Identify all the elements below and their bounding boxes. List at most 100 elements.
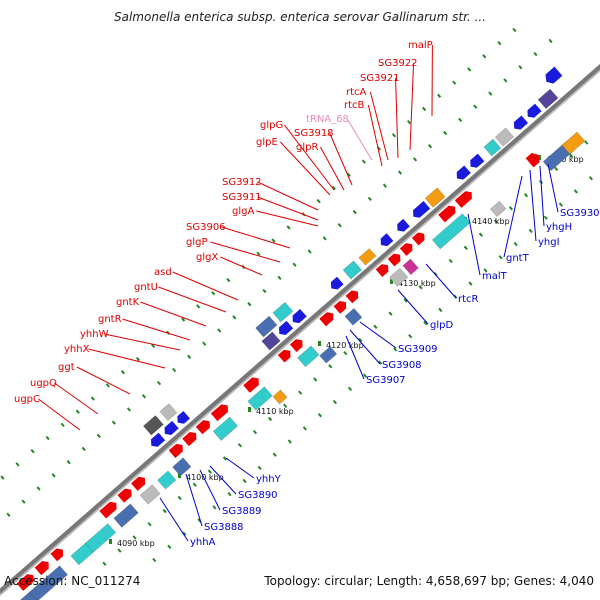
reverse-label-leader xyxy=(209,465,237,495)
accession-text: Accession: NC_011274 xyxy=(4,574,141,588)
gene-feature xyxy=(330,276,344,290)
forward-gene-arrow xyxy=(438,205,456,223)
gene-feature xyxy=(113,503,139,528)
reverse-gene-label: SG3930 xyxy=(560,208,600,219)
tick-mark xyxy=(66,459,71,465)
tick-mark xyxy=(222,456,227,461)
gene-block xyxy=(389,267,409,287)
forward-gene-label: SG3912 xyxy=(222,177,262,188)
forward-label-leader xyxy=(38,398,81,431)
forward-gene-arrow xyxy=(99,501,117,519)
gene-feature xyxy=(168,443,183,458)
reverse-gene-arrow xyxy=(292,308,307,324)
tick-mark xyxy=(352,209,357,215)
forward-gene-label: SG3911 xyxy=(222,192,262,203)
feature-layer xyxy=(6,66,586,600)
forward-gene-label: glpG xyxy=(260,120,283,131)
gene-feature xyxy=(438,205,456,223)
tick-mark xyxy=(217,328,222,333)
tick-mark xyxy=(141,394,147,399)
forward-label-leader xyxy=(329,132,353,186)
forward-label-leader xyxy=(409,62,415,151)
forward-gene-arrow xyxy=(345,290,359,304)
gene-feature xyxy=(6,591,38,600)
tick-mark xyxy=(588,176,594,181)
tick-mark xyxy=(242,478,247,484)
tick-mark xyxy=(408,334,413,339)
tick-mark xyxy=(126,407,132,412)
gene-block xyxy=(29,565,68,600)
forward-gene-label: yhhW xyxy=(80,329,109,340)
tick-mark xyxy=(15,462,20,467)
reverse-label-leader xyxy=(225,457,255,479)
forward-gene-arrow xyxy=(182,431,197,447)
tick-mark xyxy=(81,446,86,452)
tick-mark xyxy=(177,495,182,501)
scale-tick xyxy=(109,539,112,544)
reverse-gene-label: gntT xyxy=(506,253,530,264)
forward-gene-arrow xyxy=(16,574,34,591)
tick-mark xyxy=(302,426,307,431)
forward-gene-label: yhhX xyxy=(64,344,90,355)
gene-feature xyxy=(50,548,64,562)
gene-feature xyxy=(525,153,540,168)
tick-mark xyxy=(388,311,393,316)
tick-mark xyxy=(272,452,277,457)
forward-label-leader xyxy=(104,333,181,351)
reverse-gene-arrow xyxy=(279,320,294,335)
tick-mark xyxy=(412,157,418,162)
tick-mark xyxy=(347,386,353,392)
gene-block xyxy=(247,386,273,411)
scale-tick xyxy=(538,155,541,160)
backbone-line xyxy=(0,64,600,594)
gene-feature xyxy=(424,187,446,208)
scale-tick xyxy=(178,473,181,478)
gene-feature xyxy=(545,66,563,84)
gene-feature xyxy=(29,565,68,600)
reverse-gene-arrow xyxy=(456,165,471,180)
scale-tick xyxy=(248,407,251,412)
tick-mark xyxy=(132,535,137,540)
tick-mark xyxy=(207,469,212,474)
tick-mark xyxy=(397,170,403,175)
gene-block xyxy=(483,138,502,157)
tick-mark xyxy=(406,119,412,125)
tick-mark xyxy=(482,54,487,59)
reverse-label-leader xyxy=(159,497,189,542)
tick-mark xyxy=(403,298,408,303)
gene-block xyxy=(261,331,281,351)
tick-mark xyxy=(473,104,478,109)
tick-mark xyxy=(75,409,80,414)
reverse-label-leader xyxy=(425,263,457,299)
forward-gene-label: ggt xyxy=(58,362,75,373)
reverse-gene-arrow xyxy=(151,432,166,447)
gene-block xyxy=(424,187,446,208)
tick-mark xyxy=(437,93,442,98)
tick-mark xyxy=(363,373,368,378)
gene-feature xyxy=(431,213,471,250)
tick-mark xyxy=(373,324,378,329)
scale-label: 4130 kbp xyxy=(398,279,436,288)
tick-mark xyxy=(543,215,548,220)
gene-feature xyxy=(272,301,294,323)
gene-feature xyxy=(513,115,529,130)
tick-mark xyxy=(307,249,312,254)
forward-gene-arrow xyxy=(454,191,472,208)
tick-mark xyxy=(102,561,107,566)
gene-feature xyxy=(411,232,425,246)
tick-mark xyxy=(328,364,333,369)
gene-block xyxy=(358,248,377,266)
tick-mark xyxy=(152,557,157,563)
forward-label-leader xyxy=(210,241,281,263)
tick-mark xyxy=(448,258,453,264)
tick-mark xyxy=(393,347,398,352)
reverse-gene-arrow xyxy=(164,420,179,435)
forward-gene-arrow xyxy=(411,232,425,246)
gene-feature xyxy=(490,200,507,217)
gene-feature xyxy=(159,403,178,421)
tick-mark xyxy=(498,255,503,260)
gene-feature xyxy=(319,312,334,327)
forward-label-leader xyxy=(257,181,319,211)
reverse-gene-label: SG3889 xyxy=(222,506,262,517)
